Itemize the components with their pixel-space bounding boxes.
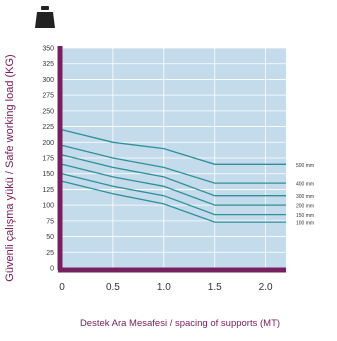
y-tick-label: 0 — [50, 266, 54, 273]
x-tick-labels: 0 0.5 1.0 1.5 2.0 — [59, 282, 273, 293]
y-tick-label: 200 — [42, 140, 54, 147]
y-tick-label: 325 — [42, 61, 54, 68]
series-line-0 — [61, 129, 286, 165]
y-tick-label: 250 — [42, 108, 54, 115]
y-tick-label: 100 — [42, 203, 54, 210]
y-axis-title: Güvenli çalışma yükü / Safe working load… — [4, 54, 16, 281]
axes — [57, 46, 286, 273]
y-tick-label: 75 — [46, 218, 54, 225]
y-tick-label: 225 — [42, 124, 54, 131]
y-tick-label: 275 — [42, 93, 54, 100]
series-label-2: 300 mm — [296, 194, 314, 200]
series-label-1: 400 mm — [296, 182, 314, 188]
series-label-3: 200 mm — [296, 204, 314, 210]
y-tick-label: 125 — [42, 187, 54, 194]
weight-icon — [35, 6, 55, 28]
x-tick-label: 0 — [59, 282, 65, 293]
series-line-5 — [61, 180, 286, 223]
series-label-4: 150 mm — [296, 213, 314, 219]
y-tick-label: 50 — [46, 234, 54, 241]
series-label-5: 100 mm — [296, 221, 314, 227]
x-axis-title: Destek Ara Mesafesi / spacing of support… — [80, 318, 280, 329]
x-tick-label: 1.0 — [157, 282, 171, 293]
series-lines — [61, 129, 286, 223]
series-label-0: 500 mm — [296, 163, 314, 169]
x-tick-label: 1.5 — [208, 282, 222, 293]
y-tick-labels: 0 25 50 75 100 125 150 175 200 225 250 275 300 325 350 — [42, 46, 54, 273]
series-line-3 — [61, 163, 286, 206]
x-tick-label: 2.0 — [259, 282, 273, 293]
series-labels: 500 mm 400 mm 300 mm 200 mm 150 mm 100 mm — [296, 163, 314, 227]
grid — [61, 47, 286, 269]
y-tick-label: 300 — [42, 77, 54, 84]
series-line-2 — [61, 154, 286, 197]
y-tick-label: 25 — [46, 250, 54, 257]
x-tick-label: 0.5 — [106, 282, 120, 293]
y-tick-label: 150 — [42, 171, 54, 178]
y-tick-label: 175 — [42, 156, 54, 163]
series-line-4 — [61, 173, 286, 216]
y-tick-label: 350 — [42, 46, 54, 53]
series-line-1 — [61, 144, 286, 184]
